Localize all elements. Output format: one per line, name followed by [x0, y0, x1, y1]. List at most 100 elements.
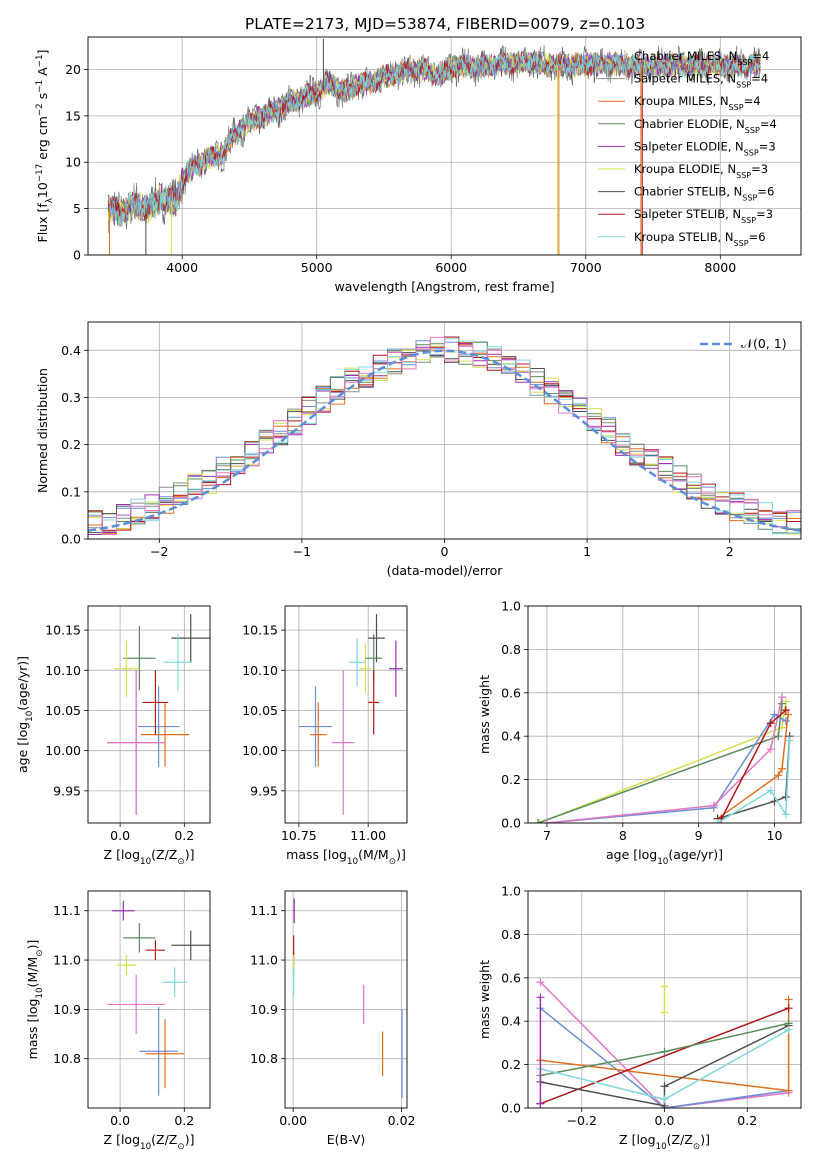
histogram-pink: [88, 336, 801, 538]
y-axis-label-part: 10: [35, 182, 50, 198]
y-axis-label-part: A: [35, 67, 50, 80]
y-tick-label: 10.05: [242, 703, 278, 718]
y-axis-label-part: ⊙: [35, 949, 45, 956]
y-tick-label: 0.0: [501, 816, 521, 831]
y-axis-label: age [log10(age/yr)]: [15, 656, 35, 773]
weight-line-pink: [546, 696, 783, 823]
legend-label-sam-part: =4: [751, 72, 768, 86]
weight-marker-krs: [713, 819, 722, 823]
legend-label-sam-part: SSP: [736, 80, 751, 89]
data-point-pink: [332, 670, 355, 815]
x-tick-label: 11.00: [350, 828, 386, 843]
weight-marker-krs: [784, 1025, 793, 1034]
y-tick-label: 0.0: [61, 532, 81, 547]
ticks: 10.75 11.00 9.95 10.00 10.05 10.10 10.15: [242, 623, 386, 843]
data-point-krs: [163, 634, 193, 691]
axes-frame: [87, 890, 211, 1109]
x-axis-label-part: ⊙: [389, 857, 396, 867]
weight-marker-sas: [766, 719, 775, 728]
x-tick-label: 0.0: [110, 828, 130, 843]
x-axis-label-part: mass [log: [286, 847, 347, 862]
grid: [285, 606, 407, 823]
weight-line-sas: [540, 1007, 789, 1105]
data-point-krm: [140, 702, 190, 767]
y-tick-label: 0.4: [501, 1014, 521, 1029]
weight-marker-pink: [709, 801, 718, 810]
y-tick-label: 0.2: [61, 437, 81, 452]
plot-area: [107, 900, 210, 1096]
data-point-chm: [137, 686, 180, 767]
x-tick-label: 9: [695, 828, 703, 843]
y-tick-label: 0.4: [501, 729, 521, 744]
legend-label-krm: Kroupa MILES, NSSP=4: [634, 94, 761, 112]
legend-label-sas-part: Salpeter STELIB, N: [634, 207, 741, 221]
legend-label-kre-part: =3: [751, 162, 768, 176]
x-tick-label: 10: [767, 828, 783, 843]
plot-area: [536, 978, 793, 1108]
legend-label-chm-part: =4: [752, 49, 769, 63]
y-axis-label-part: ]: [35, 50, 50, 55]
x-tick-label: 0.2: [174, 1113, 194, 1128]
legend-label-sam-part: Salpeter MILES, N: [634, 72, 736, 86]
data-point-pink: [107, 670, 166, 815]
x-axis-label-part: (Z/Z: [151, 1132, 177, 1147]
data-point-che: [123, 923, 156, 953]
x-tick-label: 0.0: [655, 1113, 675, 1128]
axes-frame: [284, 605, 408, 824]
x-tick-label: −0.2: [567, 1113, 597, 1128]
weight-line-chm: [539, 1007, 789, 1108]
x-axis-label: mass [log10(M/M⊙)]: [286, 847, 406, 867]
x-axis-label-part: age [log: [606, 847, 657, 862]
legend-label-chs: Chabrier STELIB, NSSP=6: [634, 185, 774, 203]
x-axis-label-part: 10: [140, 1142, 151, 1152]
x-tick-label: 0.2: [737, 1113, 757, 1128]
x-axis-label: (data-model)/error: [387, 563, 504, 578]
x-axis-label-part: )]: [396, 847, 406, 862]
data-point-chs: [368, 614, 385, 663]
x-axis-label-part: Z [log: [104, 847, 140, 862]
weight-marker-sae: [536, 993, 545, 1002]
weight-marker-pink: [542, 819, 551, 823]
panel-weights_vs_Z: −0.2 0.0 0.2 0.0 0.2 0.4 0.6 0.8 1.0 Z [log10(Z/Z…: [477, 884, 802, 1152]
data-point-krm: [309, 702, 327, 767]
legend-label-sae-part: Salpeter ELODIE, N: [634, 139, 744, 153]
weight-marker-sas: [784, 1004, 793, 1013]
x-tick-label: −1: [293, 544, 311, 559]
weight-marker-krm: [778, 764, 787, 773]
x-axis-label-part: ⊙: [177, 857, 184, 867]
y-tick-label: 0.2: [501, 772, 521, 787]
y-tick-label: 10.9: [250, 1002, 278, 1017]
y-tick-label: 0.0: [501, 1101, 521, 1116]
data-point-chm: [298, 686, 333, 767]
ticks: 0.0 0.2 10.8 10.9 11.0 11.1: [53, 903, 194, 1128]
data-point-krs: [348, 638, 366, 687]
x-axis-label: Z [log10(Z/Z⊙)]: [104, 847, 195, 867]
legend-label-chs-part: SSP: [742, 193, 757, 202]
y-axis-label: Flux [fλ10−17 erg cm−2 s−1 A−1]: [35, 50, 55, 243]
y-axis-label-part: −1: [35, 54, 45, 67]
x-tick-label: 0.02: [388, 1113, 416, 1128]
y-tick-label: 0.4: [61, 343, 81, 358]
legend-label-sas-part: SSP: [741, 216, 756, 225]
legend-label-krs-part: SSP: [734, 238, 749, 247]
y-axis-label-part: (M/M: [25, 957, 40, 988]
y-tick-label: 10.10: [242, 663, 278, 678]
weight-marker-che: [533, 819, 542, 823]
y-tick-label: 9.95: [53, 783, 81, 798]
y-tick-label: 1.0: [501, 599, 521, 614]
y-tick-label: 0.6: [501, 685, 521, 700]
legend-label-kre-part: Kroupa ELODIE, N: [634, 162, 736, 176]
x-axis-label-part: (data-model)/error: [387, 563, 504, 578]
x-tick-label: 5000: [301, 260, 333, 275]
gaussian-curve: [88, 349, 801, 532]
grid: [88, 606, 210, 823]
y-tick-label: 0.3: [61, 390, 81, 405]
weight-marker-kre: [660, 982, 669, 991]
x-axis-label-part: 10: [140, 857, 151, 867]
legend-label-sas: Salpeter STELIB, NSSP=3: [634, 207, 773, 225]
y-tick-label: 11.1: [250, 903, 278, 918]
x-axis-label-part: )]: [700, 1132, 710, 1147]
